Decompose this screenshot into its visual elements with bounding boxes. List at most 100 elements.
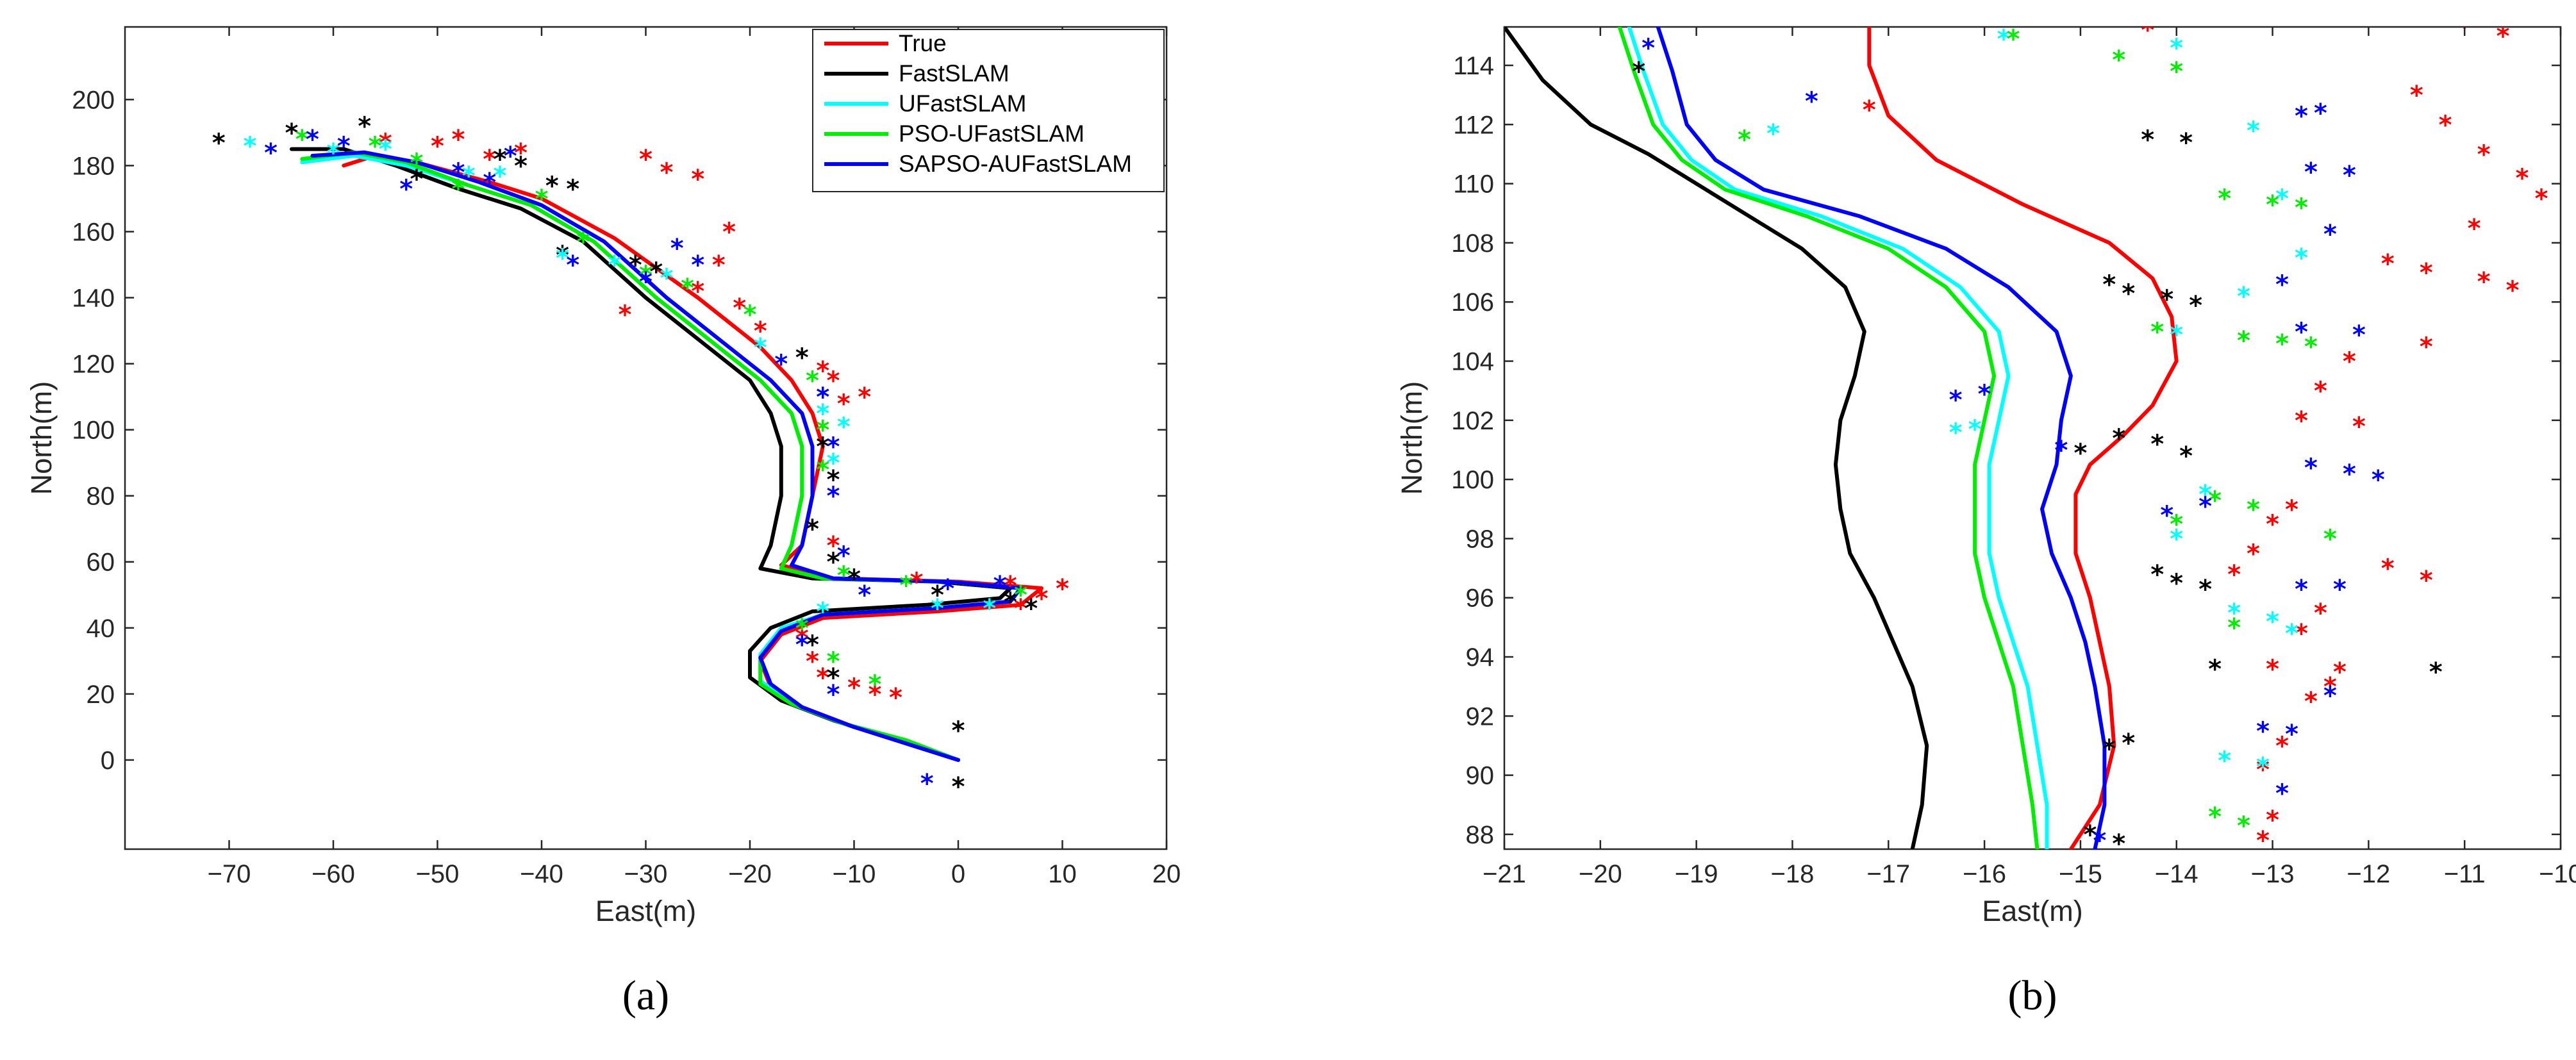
x-tick-label: 10 [1048,860,1077,888]
landmark-marker: * [378,135,393,165]
y-tick-label: 106 [1451,288,1494,317]
panel-b: ** * ******** * * ***** ***** * **** ********* ** *… [1395,24,2576,1019]
y-tick-label: 98 [1466,525,1495,553]
y-tick-label: 160 [72,218,115,246]
y-tick-label: 114 [1453,52,1494,80]
landmark-marker: * [2274,270,2289,300]
landmark-marker: * [815,416,831,445]
landmark-marker: * [826,663,841,693]
x-tick-label: −70 [208,860,251,888]
landmark-marker: * [2284,619,2299,649]
landmark-marker: * [2466,214,2482,244]
landmark-marker: * [804,366,820,395]
landmark-marker: * [815,416,831,445]
landmark-marker: * [2227,599,2242,628]
y-tick-label: 120 [72,351,115,379]
plot-content: ****************************************… [1504,24,2549,849]
landmark-marker: * [2380,554,2395,584]
landmark-marker: * [826,680,841,709]
landmark-marker: * [867,680,883,709]
landmark-marker: * [2169,569,2184,599]
landmark-marker: * [659,264,674,294]
landmark-marker: * [2341,161,2357,190]
y-tick-label: 90 [1466,762,1495,790]
landmark-marker: * [2111,424,2127,454]
landmark-marker: * [982,594,997,624]
landmark-marker: * [794,624,810,653]
series-line-true [1867,27,2179,849]
landmark-marker: * [2293,101,2309,131]
landmark-marker: * [2150,560,2165,590]
landmark-marker: * [544,171,560,201]
landmark-marker: * [2236,811,2252,841]
landmark-marker: * [669,234,685,263]
landmark-marker: * [378,128,393,158]
y-tick-label: 140 [72,285,115,313]
landmark-marker: * [1641,33,1656,63]
landmark-marker: * [1967,415,1982,445]
landmark-marker: * [294,125,310,154]
landmark-marker: * [2303,158,2318,187]
landmark-marker: * [2264,509,2280,539]
landmark-marker: * [2246,117,2261,146]
y-tick-label: 0 [101,747,115,775]
landmark-marker: * [211,128,226,158]
y-tick-label: 94 [1466,643,1495,672]
landmark-marker: * [2150,317,2165,347]
landmark-marker: * [1736,125,1752,154]
landmark-marker: * [2198,480,2213,509]
landmark-marker: * [815,383,831,412]
landmark-marker: * [2227,613,2242,643]
landmark-marker: * [2514,163,2530,193]
landmark-marker: * [826,647,841,676]
landmark-marker: * [2150,430,2165,460]
landmark-marker: * [804,515,820,544]
legend-entry: FastSLAM [899,60,1010,87]
landmark-marker: * [815,383,831,412]
landmark-marker: * [1013,594,1028,624]
landmark-marker: * [429,131,445,161]
landmark-marker: * [815,663,831,693]
landmark-marker: * [804,631,820,660]
landmark-marker: * [2054,436,2069,465]
landmark-marker: * [815,399,831,429]
landmark-marker: * [836,541,851,570]
landmark-marker: * [2418,332,2434,361]
landmark-marker: * [2264,806,2280,835]
landmark-marker: * [2341,347,2357,377]
y-tick-label: 102 [1451,407,1494,435]
x-tick-label: −11 [2444,860,2486,888]
x-tick-label: −15 [2059,860,2102,888]
landmark-marker: * [826,482,841,511]
series-line-sapso-aufastslam [310,150,1023,762]
landmark-marker: * [2006,24,2021,54]
landmark-marker: * [867,670,883,699]
landmark-marker: * [2256,755,2271,784]
x-tick-label: −40 [520,860,563,888]
landmark-marker: * [2198,492,2213,522]
landmark-marker: * [774,350,789,379]
legend-entry: True [899,30,947,56]
landmark-marker: * [888,683,903,713]
landmark-marker: * [1002,571,1018,600]
y-tick-label: 110 [1453,170,1494,199]
landmark-marker: * [492,161,508,191]
landmark-marker: * [2380,249,2395,279]
landmark-marker: * [2313,377,2328,406]
landmark-marker: * [2284,720,2299,749]
landmark-marker: * [2332,658,2347,687]
landmark-marker: * [2293,317,2309,347]
landmark-marker: * [2264,654,2280,684]
x-axis-label: East(m) [1982,895,2083,927]
landmark-marker: * [2274,779,2289,808]
landmark-marker: * [679,274,695,303]
landmark-marker: * [2322,220,2338,249]
landmark-marker: * [2274,731,2289,761]
landmark-marker: * [304,125,320,154]
landmark-marker: * [1948,386,1963,415]
y-axis-label: North(m) [1395,381,1428,495]
x-tick-label: 0 [951,860,965,888]
landmark-marker: * [2198,575,2213,604]
landmark-marker: * [2102,734,2117,764]
